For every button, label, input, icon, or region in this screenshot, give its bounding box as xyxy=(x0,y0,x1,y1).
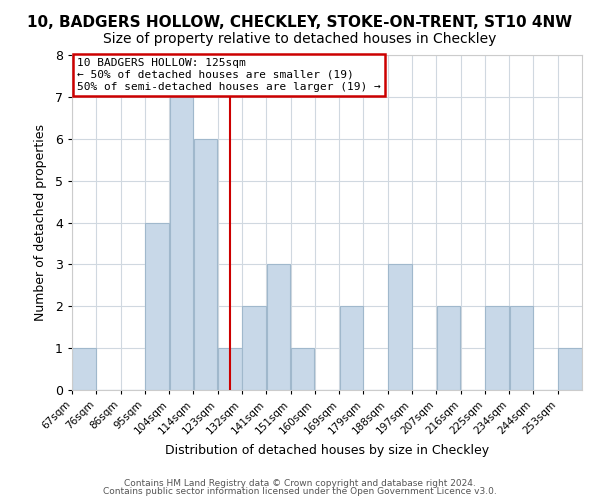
Text: Contains public sector information licensed under the Open Government Licence v3: Contains public sector information licen… xyxy=(103,487,497,496)
Text: Size of property relative to detached houses in Checkley: Size of property relative to detached ho… xyxy=(103,32,497,46)
Y-axis label: Number of detached properties: Number of detached properties xyxy=(34,124,47,321)
Text: Contains HM Land Registry data © Crown copyright and database right 2024.: Contains HM Land Registry data © Crown c… xyxy=(124,478,476,488)
Text: 10 BADGERS HOLLOW: 125sqm
← 50% of detached houses are smaller (19)
50% of semi-: 10 BADGERS HOLLOW: 125sqm ← 50% of detac… xyxy=(77,58,381,92)
Bar xyxy=(437,306,460,390)
Text: 10, BADGERS HOLLOW, CHECKLEY, STOKE-ON-TRENT, ST10 4NW: 10, BADGERS HOLLOW, CHECKLEY, STOKE-ON-T… xyxy=(28,15,572,30)
Bar xyxy=(558,348,581,390)
Bar xyxy=(73,348,96,390)
Bar xyxy=(145,222,169,390)
Bar xyxy=(170,97,193,390)
Bar xyxy=(266,264,290,390)
Bar xyxy=(242,306,266,390)
Bar xyxy=(388,264,412,390)
Bar xyxy=(509,306,533,390)
Bar xyxy=(291,348,314,390)
Bar xyxy=(340,306,363,390)
X-axis label: Distribution of detached houses by size in Checkley: Distribution of detached houses by size … xyxy=(165,444,489,457)
Bar xyxy=(218,348,242,390)
Bar xyxy=(194,138,217,390)
Bar xyxy=(485,306,509,390)
